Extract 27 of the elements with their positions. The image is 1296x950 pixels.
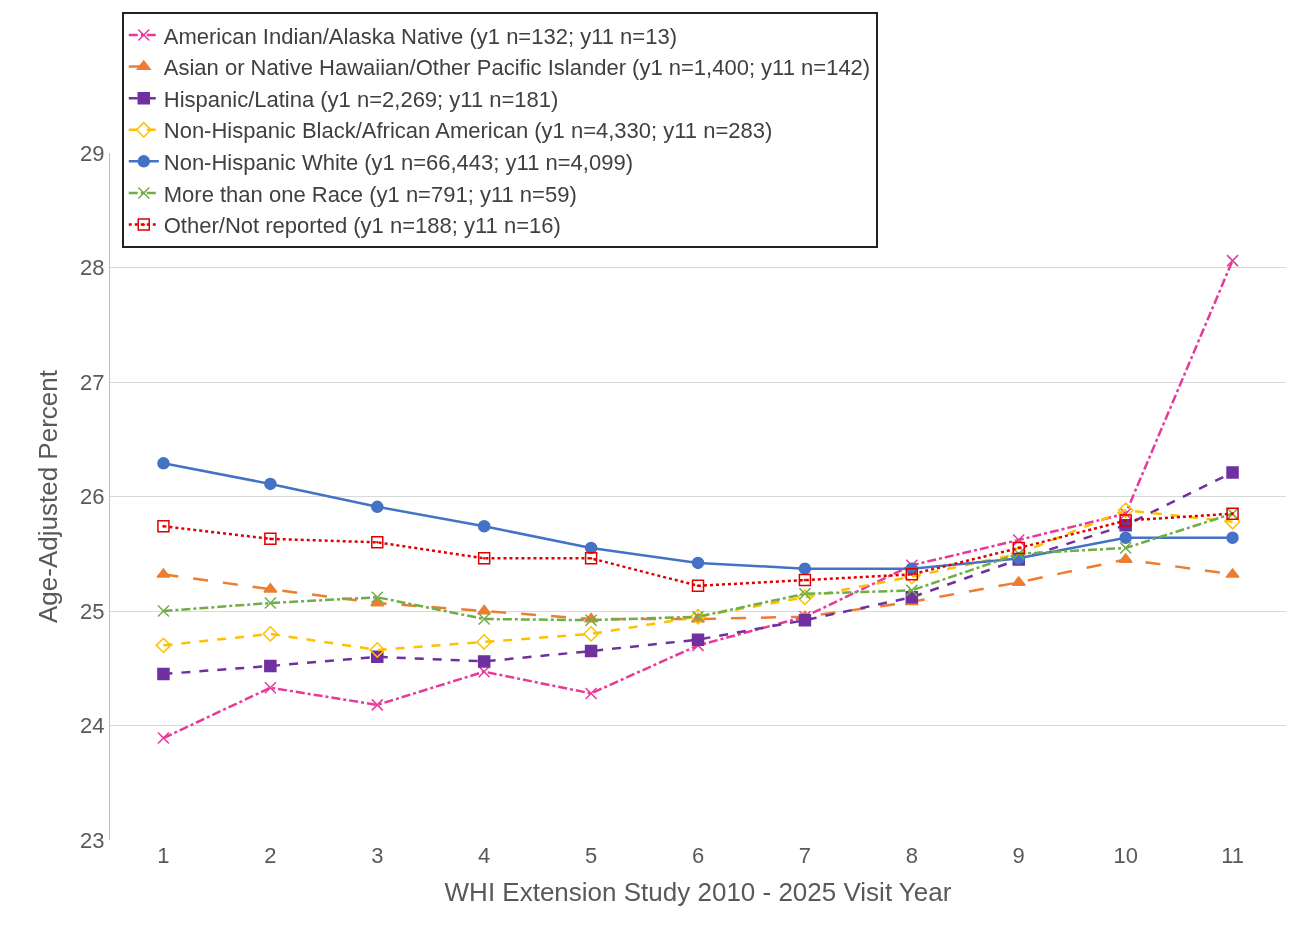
- x-tick-label: 4: [478, 843, 491, 868]
- x-tick-label: 1: [157, 843, 170, 868]
- y-tick-label: 25: [80, 598, 105, 624]
- x-tick-label: 9: [1012, 843, 1025, 868]
- x-tick-label: 11: [1221, 843, 1244, 868]
- x-tick-label: 8: [905, 843, 918, 868]
- x-axis-title: WHI Extension Study 2010 - 2025 Visit Year: [444, 876, 952, 907]
- x-tick-label: 10: [1113, 843, 1138, 868]
- legend-label: American Indian/Alaska Native (y1 n=132; y11 n=13): [163, 23, 677, 49]
- legend-label: More than one Race (y1 n=791; y11 n=59): [163, 181, 577, 207]
- x-tick-label: 3: [371, 843, 384, 868]
- x-tick-label: 2: [264, 843, 277, 868]
- legend-label: Asian or Native Hawaiian/Other Pacific Islander (y1 n=1,400; y11 n=142): [163, 55, 871, 81]
- legend-label: Other/Not reported (y1 n=188; y11 n=16): [163, 213, 561, 239]
- legend-label: Non-Hispanic Black/African American (y1 n=4,330; y11 n=283): [163, 118, 773, 144]
- y-tick-label: 28: [80, 255, 105, 281]
- y-tick-label: 26: [80, 484, 105, 510]
- x-tick-label: 6: [691, 843, 705, 868]
- y-tick-label: 27: [80, 369, 105, 395]
- legend-label: Hispanic/Latina (y1 n=2,269; y11 n=181): [163, 86, 559, 112]
- y-tick-label: 24: [80, 713, 105, 739]
- y-tick-label: 23: [80, 827, 105, 853]
- x-tick-label: 7: [798, 843, 812, 868]
- y-tick-label: 29: [80, 140, 105, 166]
- y-axis-title: Age-Adjusted Percent: [32, 369, 63, 623]
- x-tick-label: 5: [584, 843, 598, 868]
- legend-label: Non-Hispanic White (y1 n=66,443; y11 n=4,099): [163, 149, 633, 175]
